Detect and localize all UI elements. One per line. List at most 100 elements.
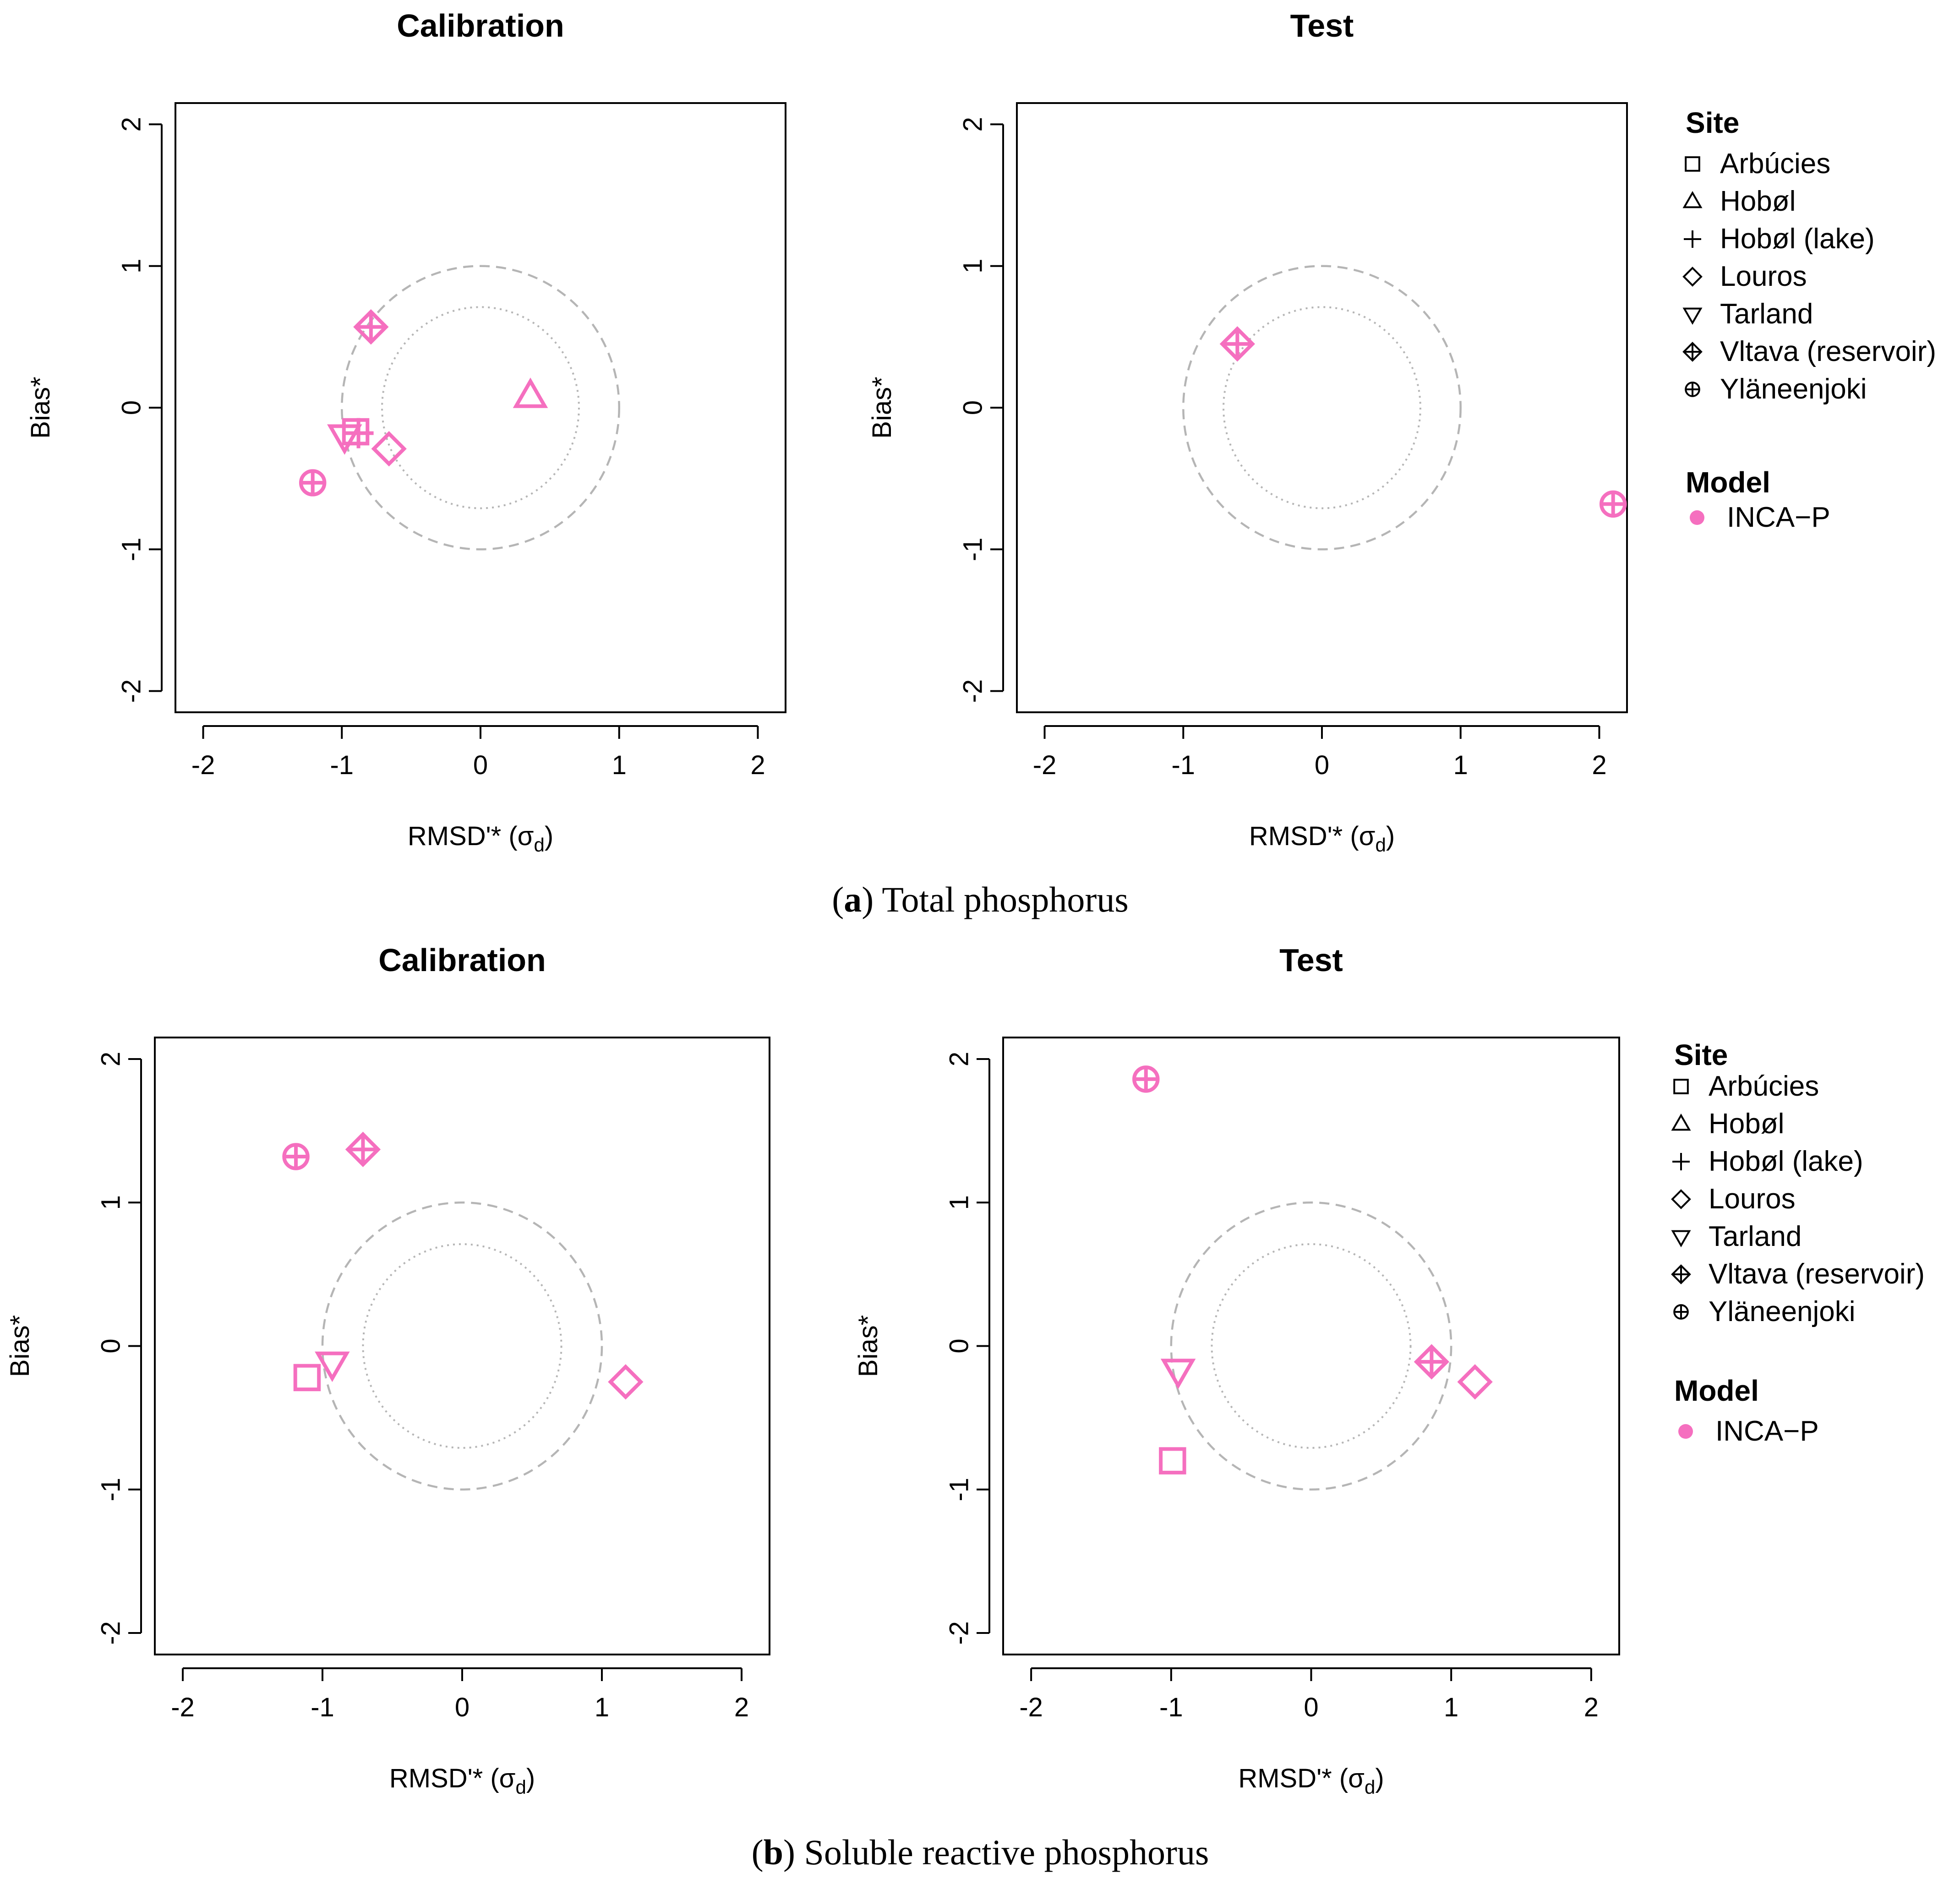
legend-circle-plus-icon-cross xyxy=(1686,382,1699,396)
legend-circle-plus-icon xyxy=(1673,1304,1689,1320)
legend-site-label: Arbúcies xyxy=(1720,148,1830,180)
x-tick-label: 2 xyxy=(734,1693,749,1722)
x-axis-label-end: ) xyxy=(1386,821,1395,851)
data-point-circle-plus-cross xyxy=(1601,492,1625,516)
legend-circle-plus-icon-cross xyxy=(1674,1305,1688,1319)
x-axis-label: RMSD'* (σd) xyxy=(1249,821,1395,856)
x-tick-label: 1 xyxy=(612,750,627,780)
caption-text: ) Total phosphorus xyxy=(862,879,1128,919)
data-point-triangle-up-shape xyxy=(513,377,548,408)
plot-frame xyxy=(1002,1037,1620,1655)
data-point-triangle-up xyxy=(513,377,548,408)
legend-model-label: INCA−P xyxy=(1715,1415,1819,1447)
data-point-square xyxy=(1159,1447,1186,1474)
x-axis-label-main: RMSD'* (σ xyxy=(389,1764,516,1793)
caption-letter: b xyxy=(764,1832,783,1872)
data-point-diamond-shape xyxy=(608,1364,644,1400)
chart-title: Test xyxy=(1290,8,1354,44)
y-axis-label: Bias* xyxy=(867,377,897,438)
x-tick-label: 0 xyxy=(473,750,488,780)
panel-b-calibration: Calibration -2 -1 0 1 2 RMSD'* (σd) -2 -1 0 1 2 Bias… xyxy=(5,942,770,1798)
reference-circle-dashed xyxy=(321,1201,603,1491)
data-point-circle-plus xyxy=(282,1143,310,1170)
x-tick-label: 0 xyxy=(1304,1693,1318,1722)
data-point-triangle-down xyxy=(315,1351,350,1382)
data-point-circle-plus xyxy=(1599,490,1627,518)
plot-frame xyxy=(1016,102,1628,713)
legend-site-label: Hobøl xyxy=(1720,186,1796,217)
legend-plus-icon xyxy=(1684,230,1701,248)
x-axis-label-main: RMSD'* (σ xyxy=(408,821,534,851)
x-tick-label: -2 xyxy=(191,750,215,780)
x-tick-label: 0 xyxy=(455,1693,470,1722)
legend-site-label: Hobøl xyxy=(1709,1108,1784,1140)
y-tick-label: -2 xyxy=(116,679,146,703)
y-tick-label: 0 xyxy=(958,400,988,415)
data-point-square xyxy=(293,1364,321,1392)
legend-site-label: Louros xyxy=(1720,261,1807,292)
x-tick-label: -1 xyxy=(1159,1693,1183,1722)
legend-model-label: INCA−P xyxy=(1727,502,1830,533)
legend-triangle-down-icon-shape xyxy=(1682,307,1703,325)
chart-title: Calibration xyxy=(378,942,546,978)
y-tick-label: -1 xyxy=(116,538,146,562)
data-point-diamond-plus-cross xyxy=(348,1134,378,1165)
legend-plus-icon-shape xyxy=(1672,1153,1690,1170)
x-tick-label: -1 xyxy=(330,750,354,780)
data-point-triangle-down-shape xyxy=(327,424,362,455)
reference-circle-dotted xyxy=(362,1243,562,1449)
y-tick-label: 2 xyxy=(944,1052,974,1066)
reference-circle-dotted xyxy=(1223,306,1421,509)
x-axis-label-end: ) xyxy=(545,821,553,851)
y-tick-label: 2 xyxy=(958,117,988,131)
legend-diamond-icon-shape xyxy=(1682,267,1703,287)
y-axis-label: Bias* xyxy=(26,377,55,438)
data-point-diamond-plus xyxy=(353,309,389,345)
x-axis-label-end: ) xyxy=(526,1764,535,1793)
y-tick-label: 1 xyxy=(958,259,988,273)
data-point-triangle-down xyxy=(1160,1359,1196,1389)
legend-triangle-up-icon-shape xyxy=(1682,191,1703,208)
x-tick-label: -1 xyxy=(311,1693,334,1722)
legend-triangle-up-icon xyxy=(1671,1113,1691,1131)
y-tick-label: -1 xyxy=(96,1478,126,1502)
data-point-square-shape xyxy=(293,1364,321,1392)
x-tick-label: -1 xyxy=(1171,750,1195,780)
legend-site-label: Tarland xyxy=(1709,1221,1802,1252)
y-tick-label: -2 xyxy=(958,679,988,703)
data-point-diamond-plus-cross xyxy=(1222,328,1253,359)
y-tick-label: 0 xyxy=(96,1338,126,1353)
x-axis-label-end: ) xyxy=(1375,1764,1384,1793)
x-axis-label-sub: d xyxy=(515,1776,526,1798)
y-tick-label: 1 xyxy=(944,1195,974,1210)
legend-site-label: Hobøl (lake) xyxy=(1720,223,1875,255)
y-tick-label: -2 xyxy=(944,1621,974,1645)
y-tick-label: -1 xyxy=(944,1478,974,1502)
y-tick-label: 0 xyxy=(944,1338,974,1353)
legend-diamond-plus-icon xyxy=(1671,1264,1691,1284)
caption-open-paren: ( xyxy=(832,879,844,919)
legend-square-icon-shape xyxy=(1673,1079,1689,1094)
chart-title: Test xyxy=(1279,942,1343,978)
data-point-diamond-shape xyxy=(371,431,407,467)
y-axis-label: Bias* xyxy=(853,1315,883,1377)
legend-triangle-down-icon xyxy=(1682,307,1703,325)
legend-site-title: Site xyxy=(1686,106,1739,139)
data-point-circle-plus-cross xyxy=(300,471,325,495)
data-point-diamond xyxy=(371,431,407,467)
x-axis-label: RMSD'* (σd) xyxy=(1238,1764,1384,1798)
caption-b: (b) Soluble reactive phosphorus xyxy=(752,1832,1209,1872)
x-axis-label-sub: d xyxy=(1375,834,1386,856)
data-point-circle-plus-cross xyxy=(1134,1067,1158,1091)
legend-model-dot-icon xyxy=(1678,1424,1693,1439)
x-tick-label: 1 xyxy=(1444,1693,1458,1722)
y-tick-label: 2 xyxy=(96,1052,126,1066)
plot-frame xyxy=(154,1037,770,1655)
data-point-plus xyxy=(343,418,374,448)
panel-b-test: Test -2 -1 0 1 2 RMSD'* (σd) -2 -1 0 1 2 Bias* xyxy=(853,942,1620,1798)
reference-circle-dashed xyxy=(1170,1201,1452,1491)
legend-site-label: Tarland xyxy=(1720,298,1813,330)
legend-site-label: Vltava (reservoir) xyxy=(1709,1258,1925,1290)
